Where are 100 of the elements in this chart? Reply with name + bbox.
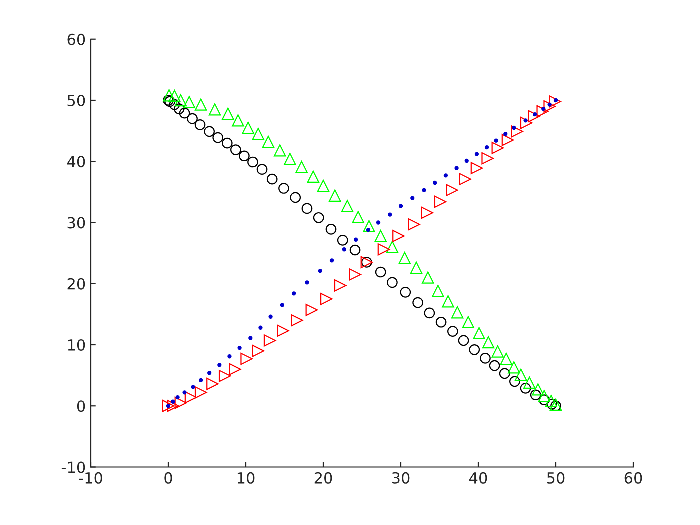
point bbox=[350, 244, 361, 256]
point bbox=[374, 230, 387, 242]
x-tick-label: 50 bbox=[547, 472, 565, 484]
point bbox=[204, 126, 215, 138]
point bbox=[482, 336, 495, 349]
point bbox=[349, 268, 362, 281]
y-tick-label: 0 bbox=[77, 400, 86, 412]
point bbox=[174, 104, 185, 114]
point bbox=[474, 152, 480, 156]
x-tick-label: 60 bbox=[624, 472, 642, 484]
point bbox=[274, 144, 286, 157]
point bbox=[179, 108, 190, 119]
point bbox=[248, 336, 253, 340]
point bbox=[242, 122, 254, 134]
point bbox=[546, 398, 558, 410]
point bbox=[528, 110, 540, 123]
point bbox=[174, 396, 188, 410]
point bbox=[448, 326, 458, 337]
point bbox=[459, 173, 472, 186]
point bbox=[262, 136, 275, 148]
point bbox=[511, 126, 524, 138]
point bbox=[296, 161, 308, 174]
point bbox=[352, 211, 364, 224]
point bbox=[421, 206, 434, 220]
point bbox=[408, 218, 420, 231]
point bbox=[292, 292, 296, 296]
x-tick-label: 10 bbox=[238, 472, 255, 484]
point bbox=[305, 280, 310, 285]
point bbox=[163, 90, 176, 102]
point bbox=[318, 268, 322, 274]
point bbox=[232, 114, 244, 127]
point bbox=[536, 105, 549, 118]
point bbox=[464, 158, 469, 164]
point bbox=[482, 152, 494, 165]
point bbox=[240, 352, 253, 366]
point bbox=[499, 368, 510, 380]
y-tick-label: 60 bbox=[68, 34, 86, 46]
y-tick-label: 10 bbox=[68, 339, 86, 352]
point bbox=[545, 395, 558, 408]
point bbox=[212, 132, 224, 144]
y-tick-label: 20 bbox=[68, 278, 86, 290]
point bbox=[168, 90, 181, 102]
point bbox=[376, 220, 381, 225]
point bbox=[508, 362, 520, 374]
point bbox=[194, 386, 208, 399]
point bbox=[484, 145, 490, 150]
point bbox=[375, 266, 386, 278]
point bbox=[462, 316, 475, 328]
point bbox=[228, 354, 232, 359]
point bbox=[252, 128, 265, 140]
point bbox=[538, 390, 550, 402]
point bbox=[494, 138, 498, 143]
point bbox=[306, 304, 318, 316]
point bbox=[398, 252, 411, 264]
point bbox=[183, 96, 196, 108]
point bbox=[354, 238, 358, 242]
point bbox=[268, 314, 273, 319]
point bbox=[184, 391, 198, 404]
y-tick-label: -10 bbox=[62, 462, 86, 474]
x-tick-label: 30 bbox=[392, 472, 410, 484]
point bbox=[256, 164, 268, 175]
point bbox=[532, 384, 544, 396]
point bbox=[222, 138, 233, 149]
point bbox=[194, 98, 208, 111]
point bbox=[489, 360, 500, 372]
point bbox=[422, 272, 434, 284]
point bbox=[412, 297, 424, 308]
point bbox=[458, 335, 470, 346]
y-tick-label: 50 bbox=[68, 94, 86, 107]
x-tick-label: 40 bbox=[470, 472, 488, 484]
point bbox=[388, 212, 392, 217]
point bbox=[334, 280, 347, 292]
point bbox=[326, 224, 337, 235]
point bbox=[500, 352, 513, 366]
point bbox=[510, 376, 520, 388]
point bbox=[433, 180, 438, 186]
point bbox=[410, 196, 415, 200]
point bbox=[446, 184, 458, 196]
point bbox=[341, 200, 354, 212]
point bbox=[182, 390, 187, 395]
y-tick-label: 40 bbox=[67, 156, 86, 168]
point bbox=[524, 376, 536, 390]
point bbox=[191, 385, 196, 390]
point bbox=[480, 353, 491, 364]
point bbox=[171, 400, 176, 404]
point bbox=[444, 174, 448, 178]
point bbox=[307, 170, 320, 184]
point bbox=[392, 230, 405, 242]
point bbox=[208, 104, 222, 116]
point bbox=[239, 150, 250, 162]
point bbox=[330, 258, 334, 263]
point bbox=[451, 306, 464, 319]
point bbox=[252, 345, 265, 358]
point bbox=[544, 100, 556, 113]
point bbox=[258, 326, 263, 330]
point bbox=[470, 162, 484, 174]
point bbox=[342, 248, 347, 252]
point bbox=[432, 285, 444, 298]
point bbox=[176, 395, 180, 400]
point bbox=[218, 370, 232, 382]
